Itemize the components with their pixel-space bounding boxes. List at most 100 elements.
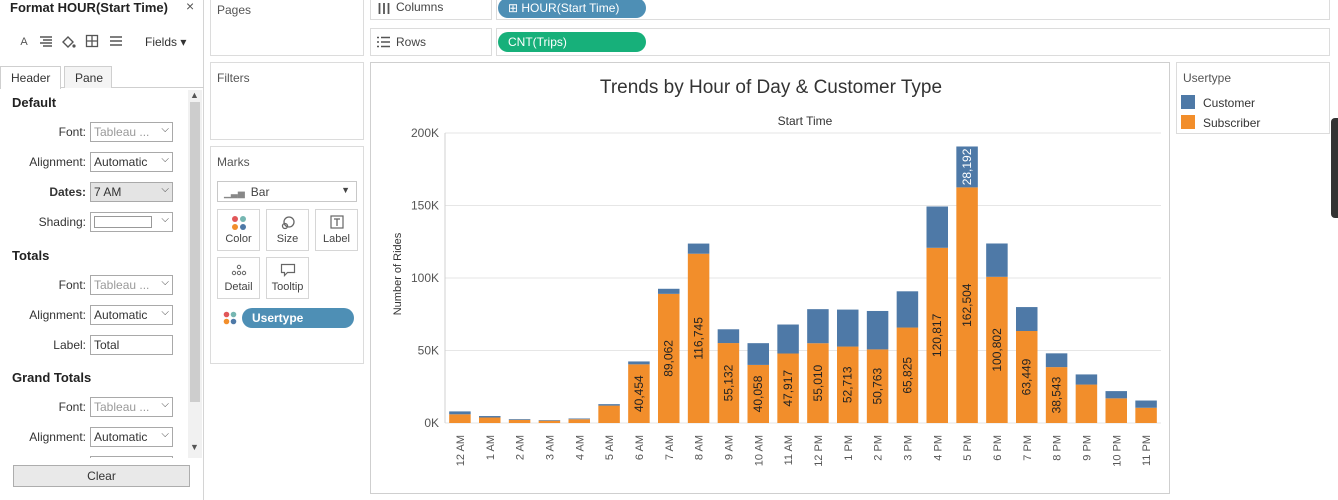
default-shading-label: Shading: bbox=[38, 215, 86, 229]
totals-font-label: Font: bbox=[58, 278, 86, 292]
grand-totals-font-select[interactable]: Tableau ... ⌵ bbox=[90, 397, 173, 417]
filters-shelf[interactable]: Filters bbox=[210, 62, 364, 140]
bar-subscriber bbox=[479, 417, 501, 423]
data-label-subscriber: 38,543 bbox=[1050, 376, 1064, 413]
size-icon bbox=[267, 215, 308, 233]
x-tick-label: 12 AM bbox=[455, 435, 467, 466]
default-shading-select[interactable]: ⌵ bbox=[90, 212, 173, 232]
tooltip-icon bbox=[267, 263, 308, 281]
color-legend: Usertype Customer Subscriber bbox=[1176, 62, 1330, 134]
bar-subscriber bbox=[747, 364, 769, 423]
grand-totals-alignment-label: Alignment: bbox=[29, 430, 86, 444]
data-label-subscriber: 40,058 bbox=[751, 375, 765, 412]
totals-label-input[interactable]: Total bbox=[90, 335, 173, 355]
bar-subscriber bbox=[896, 327, 919, 423]
x-tick-label: 8 PM bbox=[1052, 435, 1064, 461]
tooltip-button[interactable]: Tooltip bbox=[266, 257, 309, 299]
columns-icon bbox=[378, 1, 390, 19]
columns-pill[interactable]: ⊞ HOUR(Start Time) bbox=[498, 0, 646, 18]
color-button[interactable]: Color bbox=[217, 209, 260, 251]
legend-swatch-subscriber bbox=[1181, 115, 1195, 129]
bar-customer bbox=[1105, 391, 1127, 399]
rows-label-box bbox=[370, 28, 492, 56]
bar-customer bbox=[449, 411, 471, 415]
default-dates-select[interactable]: 7 AM ⌵ bbox=[90, 182, 173, 202]
totals-label-label: Label: bbox=[53, 338, 86, 352]
scroll-down-icon[interactable]: ▼ bbox=[190, 442, 199, 452]
totals-alignment-select[interactable]: Automatic ⌵ bbox=[90, 305, 173, 325]
color-label: Color bbox=[225, 233, 252, 245]
rows-pill[interactable]: CNT(Trips) bbox=[498, 32, 646, 52]
columns-label-box bbox=[370, 0, 492, 20]
bar-subscriber bbox=[1135, 407, 1157, 423]
y-tick-label: 100K bbox=[411, 271, 439, 285]
edge-badge bbox=[1331, 118, 1338, 218]
bar-subscriber bbox=[807, 343, 829, 423]
bar-customer bbox=[479, 416, 501, 418]
usertype-pill[interactable]: Usertype bbox=[242, 308, 354, 328]
size-button[interactable]: Size bbox=[266, 209, 309, 251]
bar-customer bbox=[1075, 374, 1098, 385]
x-tick-label: 6 PM bbox=[992, 435, 1004, 461]
bar-subscriber bbox=[1075, 384, 1098, 423]
borders-icon[interactable] bbox=[84, 34, 100, 50]
lines-icon[interactable] bbox=[108, 34, 124, 50]
data-label-subscriber: 50,763 bbox=[871, 368, 885, 405]
color-encoding-icon bbox=[223, 311, 237, 330]
totals-font-select[interactable]: Tableau ... ⌵ bbox=[90, 275, 173, 295]
chevron-down-icon: ⌵ bbox=[161, 307, 169, 318]
close-icon[interactable]: × bbox=[186, 0, 195, 14]
x-tick-label: 7 AM bbox=[664, 435, 676, 460]
pages-shelf[interactable]: Pages bbox=[210, 0, 364, 56]
default-alignment-select[interactable]: Automatic ⌵ bbox=[90, 152, 173, 172]
bar-customer bbox=[747, 343, 769, 365]
scroll-up-icon[interactable]: ▲ bbox=[190, 90, 199, 100]
x-tick-label: 9 AM bbox=[723, 435, 735, 460]
filters-title: Filters bbox=[217, 71, 250, 85]
font-icon[interactable]: A bbox=[20, 36, 28, 48]
fields-dropdown[interactable]: Fields ▾ bbox=[145, 35, 187, 49]
data-label-subscriber: 89,062 bbox=[662, 340, 676, 377]
data-label-subscriber: 120,817 bbox=[930, 313, 944, 357]
bar-subscriber bbox=[449, 414, 471, 423]
y-axis-label: Number of Rides bbox=[392, 232, 404, 315]
bar-customer bbox=[956, 146, 978, 188]
bar-subscriber bbox=[777, 353, 799, 423]
x-tick-label: 7 PM bbox=[1022, 435, 1034, 461]
mark-type-dropdown[interactable]: ▁▃▅ Bar ▼ bbox=[217, 181, 357, 202]
format-pane: Format HOUR(Start Time) × A Fields ▾ Hea… bbox=[0, 0, 204, 500]
format-scrollbar[interactable]: ▲ ▼ bbox=[188, 90, 202, 458]
tab-header[interactable]: Header bbox=[0, 66, 62, 89]
x-tick-label: 4 AM bbox=[574, 435, 586, 460]
data-label-subscriber: 100,802 bbox=[990, 328, 1004, 372]
data-label-subscriber: 40,454 bbox=[632, 375, 646, 412]
bar-customer bbox=[717, 329, 740, 344]
grand-totals-alignment-select[interactable]: Automatic ⌵ bbox=[90, 427, 173, 447]
label-icon bbox=[316, 215, 357, 233]
tab-pane[interactable]: Pane bbox=[64, 66, 112, 88]
grand-totals-font-value: Tableau ... bbox=[94, 400, 150, 414]
legend-label-customer: Customer bbox=[1203, 96, 1256, 110]
columns-shelf[interactable] bbox=[496, 0, 1330, 20]
x-tick-label: 8 AM bbox=[694, 435, 706, 460]
data-label-subscriber: 52,713 bbox=[841, 366, 855, 403]
shading-icon[interactable] bbox=[60, 34, 76, 50]
bar-subscriber bbox=[658, 293, 680, 423]
legend-item-subscriber[interactable]: Subscriber bbox=[1181, 115, 1260, 130]
alignment-icon[interactable] bbox=[38, 34, 54, 50]
x-tick-label: 1 AM bbox=[485, 435, 497, 460]
data-label-subscriber: 63,449 bbox=[1020, 358, 1034, 395]
label-button[interactable]: Label bbox=[315, 209, 358, 251]
legend-label-subscriber: Subscriber bbox=[1203, 116, 1261, 130]
clear-button[interactable]: Clear bbox=[13, 465, 190, 487]
scroll-thumb[interactable] bbox=[190, 102, 200, 402]
x-tick-label: 4 PM bbox=[932, 435, 944, 461]
bar-subscriber bbox=[598, 405, 620, 423]
chevron-down-icon: ⌵ bbox=[161, 277, 169, 288]
bar-customer bbox=[837, 309, 859, 347]
default-font-select[interactable]: Tableau ... ⌵ bbox=[90, 122, 173, 142]
legend-item-customer[interactable]: Customer bbox=[1181, 95, 1255, 110]
detail-button[interactable]: Detail bbox=[217, 257, 260, 299]
data-label-customer: 28,192 bbox=[960, 148, 974, 185]
grand-totals-next-field[interactable] bbox=[90, 456, 173, 458]
